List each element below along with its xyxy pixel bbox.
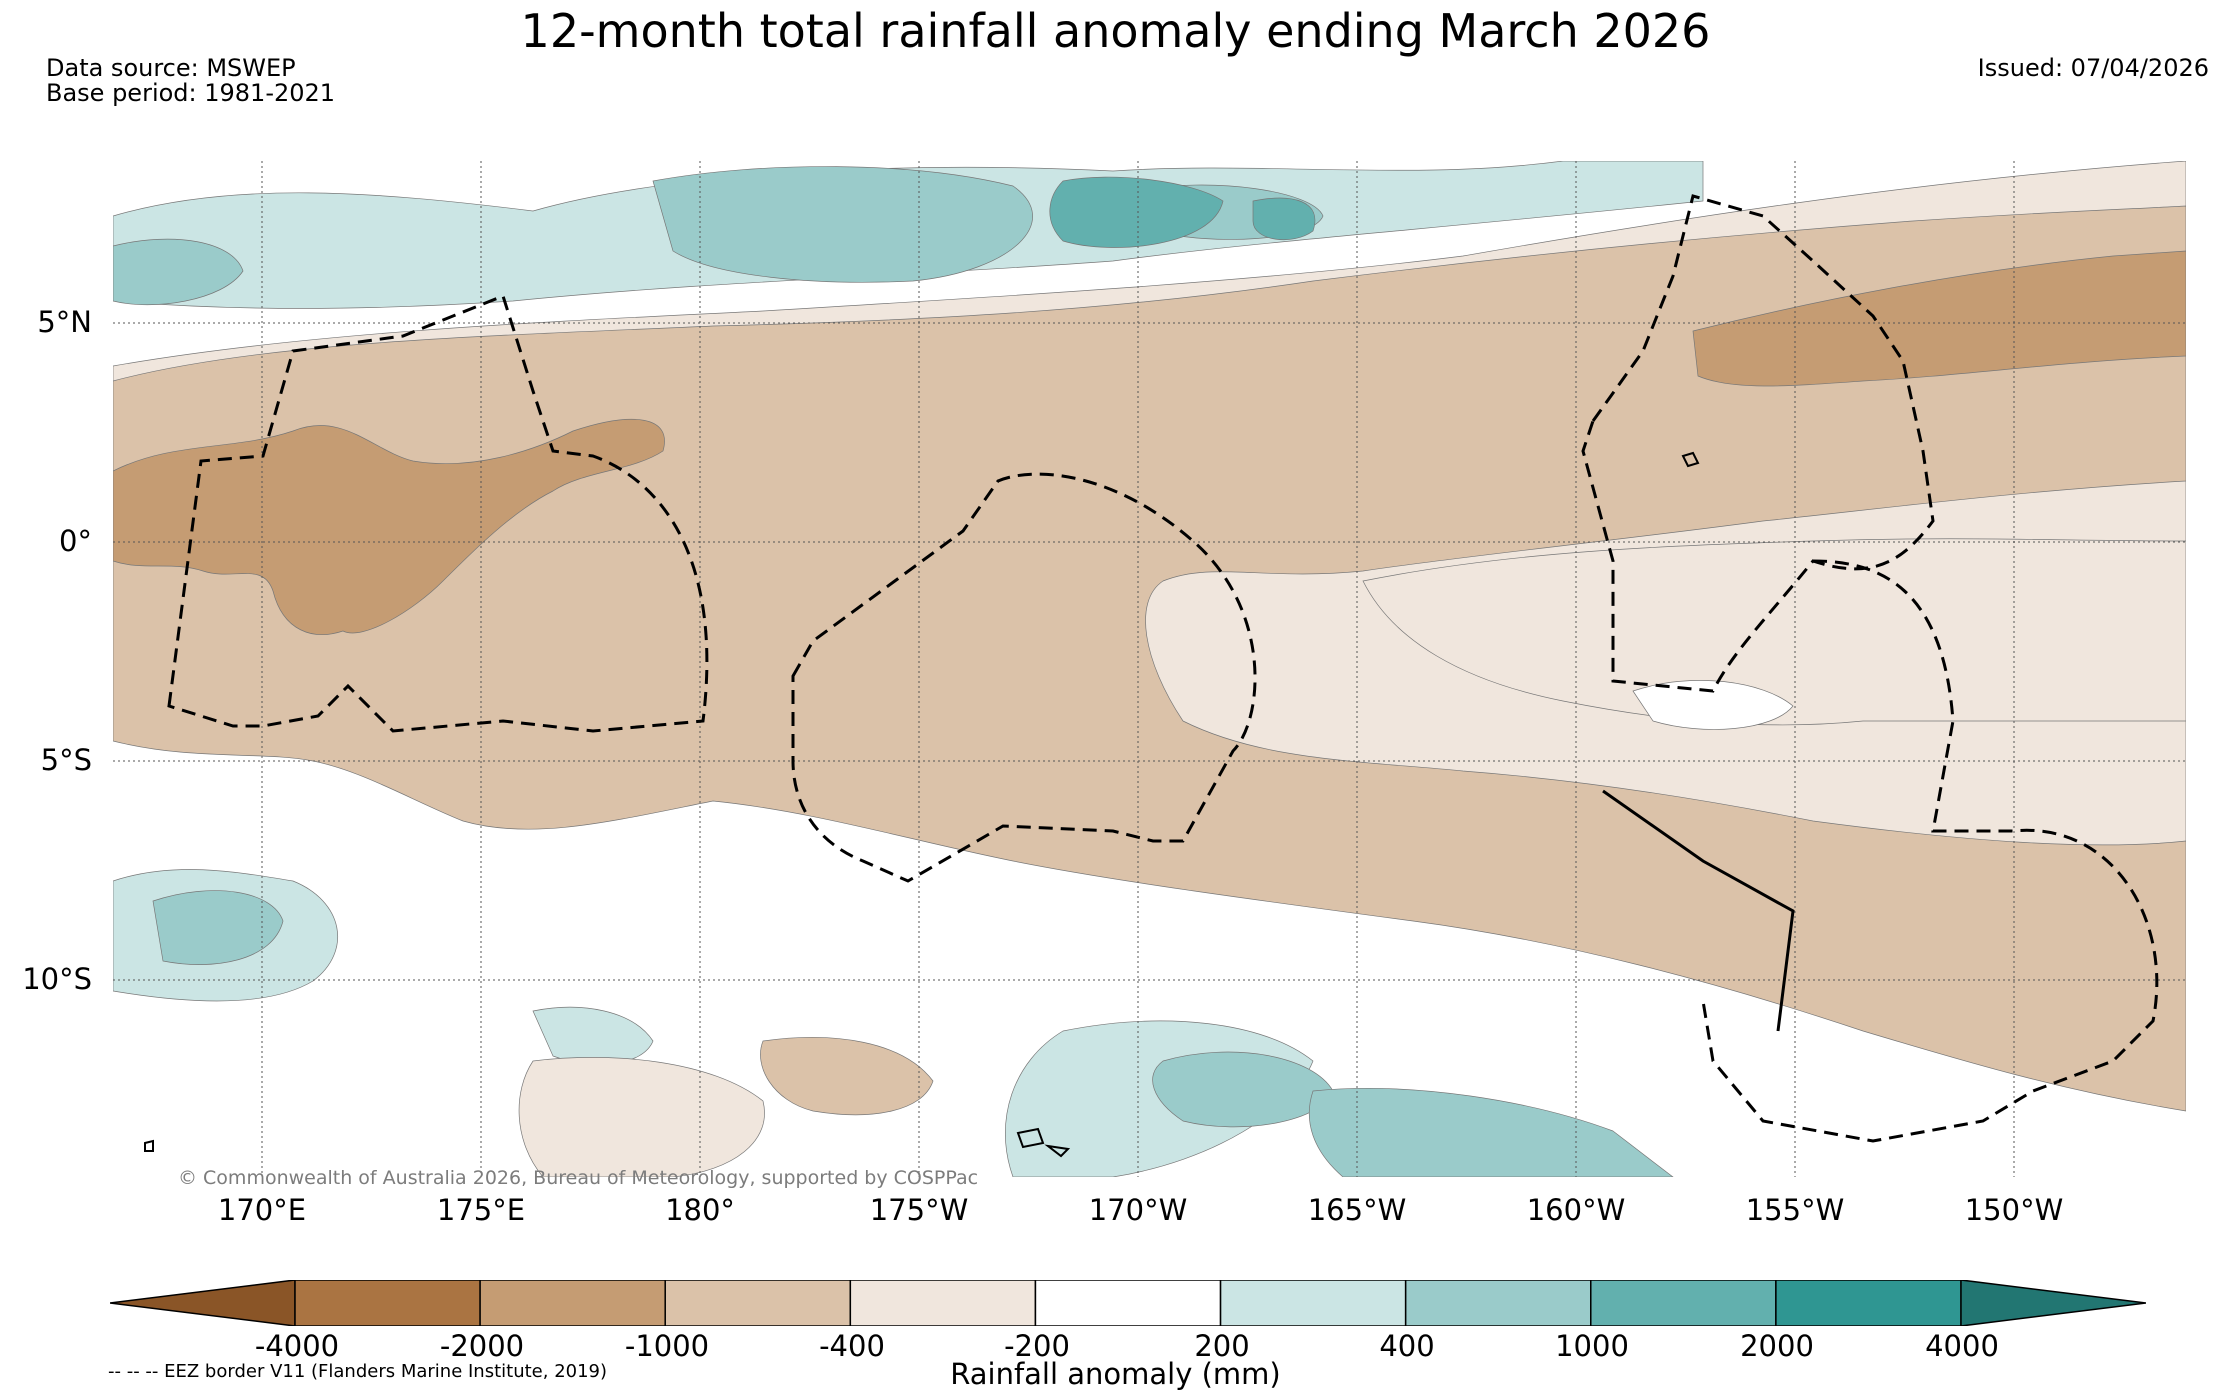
copyright-notice: © Commonwealth of Australia 2026, Bureau…	[178, 1167, 979, 1189]
lon-label-170e: 170°E	[217, 1193, 307, 1227]
colorbar-segment-8	[1590, 1280, 1777, 1326]
colorbar-segment-4	[849, 1280, 1037, 1326]
wet-patch-southwest-mid	[152, 890, 284, 965]
lon-label-165w: 165°W	[1307, 1193, 1407, 1227]
rainfall-anomaly-map	[113, 161, 2186, 1177]
data-source: Data source: MSWEP	[46, 54, 296, 82]
eez-line-south	[1701, 559, 2159, 1143]
lon-label-170w: 170°W	[1088, 1193, 1188, 1227]
island-3	[144, 1139, 154, 1152]
colorbar-segment-2	[479, 1280, 666, 1326]
lon-label-160w: 160°W	[1526, 1193, 1626, 1227]
lat-label-5s: 5°S	[40, 743, 92, 777]
island-4	[1681, 451, 1700, 468]
eez-line-islands	[1581, 194, 1935, 693]
lat-label-0: 0°	[59, 524, 92, 558]
island-2	[1044, 1144, 1071, 1158]
colorbar-segment-5	[1034, 1280, 1222, 1326]
colorbar-segments	[110, 1280, 2146, 1326]
cbar-tick-400: 400	[1379, 1329, 1435, 1363]
colorbar-extend-high	[1960, 1280, 2146, 1326]
dry-patch-northeast	[1692, 250, 2186, 387]
chart-title: 12-month total rainfall anomaly ending M…	[520, 4, 1711, 58]
wet-band-north-strong	[1049, 176, 1224, 248]
wet-band-north-mid	[652, 166, 1033, 283]
lon-label-175w: 175°W	[869, 1193, 969, 1227]
island-1	[1016, 1127, 1045, 1149]
dry-patch-west	[113, 419, 665, 635]
islands	[144, 451, 1700, 1158]
eez-legend-note: -- -- -- EEZ border V11 (Flanders Marine…	[108, 1361, 608, 1382]
near-normal-east-patch	[1632, 680, 1794, 730]
colorbar	[110, 1280, 2146, 1326]
colorbar-extend-low	[110, 1280, 296, 1326]
cbar-tick-neg400: -400	[819, 1329, 885, 1363]
wet-patch-south-2	[1152, 1051, 1334, 1128]
wet-patch-nw	[113, 238, 244, 306]
cbar-tick-200: 200	[1194, 1329, 1250, 1363]
lon-label-155w: 155°W	[1745, 1193, 1845, 1227]
colorbar-segment-9	[1775, 1280, 1962, 1326]
cbar-tick-neg4000: -4000	[254, 1329, 340, 1363]
dry-patch-east-light	[1362, 538, 2186, 726]
dry-patch-south-1	[518, 1057, 765, 1177]
cbar-tick-4000: 4000	[1925, 1329, 1999, 1363]
wet-band-north-strong-2	[1252, 197, 1316, 241]
colorbar-segment-7	[1404, 1280, 1592, 1326]
cbar-tick-2000: 2000	[1740, 1329, 1814, 1363]
dry-patch-south-2	[760, 1037, 934, 1116]
lon-label-180: 180°	[665, 1193, 735, 1227]
lon-label-175e: 175°E	[436, 1193, 526, 1227]
wet-patch-south-3	[1308, 1088, 1674, 1177]
issued-date: Issued: 07/04/2026	[1977, 54, 2209, 82]
colorbar-segment-3	[664, 1280, 852, 1326]
cbar-tick-neg200: -200	[1004, 1329, 1070, 1363]
maritime-boundary-solid	[1602, 789, 1795, 1032]
lon-label-150w: 150°W	[1964, 1193, 2064, 1227]
cbar-tick-neg1000: -1000	[624, 1329, 710, 1363]
colorbar-segment-6	[1219, 1280, 1407, 1326]
meta-left: Data source: MSWEP Base period: 1981-202…	[46, 56, 335, 106]
colorbar-segment-1	[294, 1280, 481, 1326]
lat-label-5n: 5°N	[37, 305, 92, 339]
base-period: Base period: 1981-2021	[46, 79, 336, 107]
eez-borders	[167, 194, 2159, 1143]
eez-phoenix	[791, 472, 1257, 883]
graticule	[113, 161, 2186, 1177]
lat-label-10s: 10°S	[22, 962, 92, 996]
cbar-tick-1000: 1000	[1555, 1329, 1629, 1363]
cbar-tick-neg2000: -2000	[439, 1329, 525, 1363]
